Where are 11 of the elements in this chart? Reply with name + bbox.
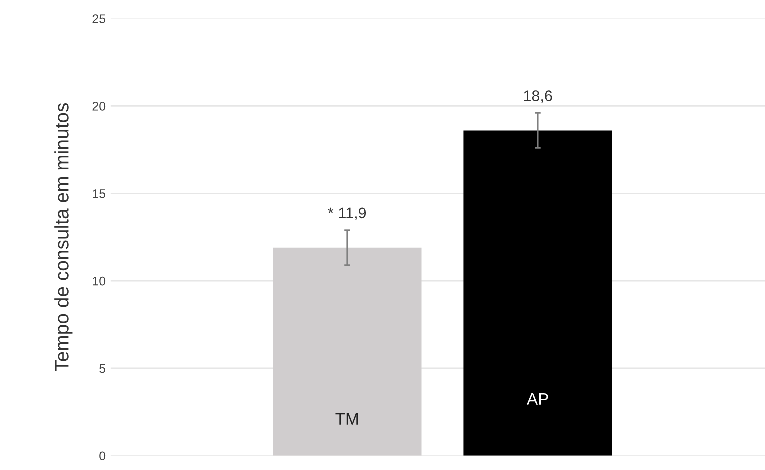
y-axis-title: Tempo de consulta em minutos	[54, 103, 73, 372]
y-tick-label: 0	[100, 452, 106, 461]
data-label: 18,6	[524, 90, 552, 104]
y-tick-label: 15	[93, 190, 106, 198]
y-tick-label: 20	[92, 102, 106, 111]
y-tick-label: 25	[92, 14, 106, 24]
y-tick-label: 10	[93, 276, 106, 286]
x-tick-label: AP	[526, 393, 548, 405]
y-tick-label: 5	[100, 364, 106, 374]
x-tick-label: TM	[336, 413, 358, 425]
data-label: * 11,9	[328, 208, 366, 220]
